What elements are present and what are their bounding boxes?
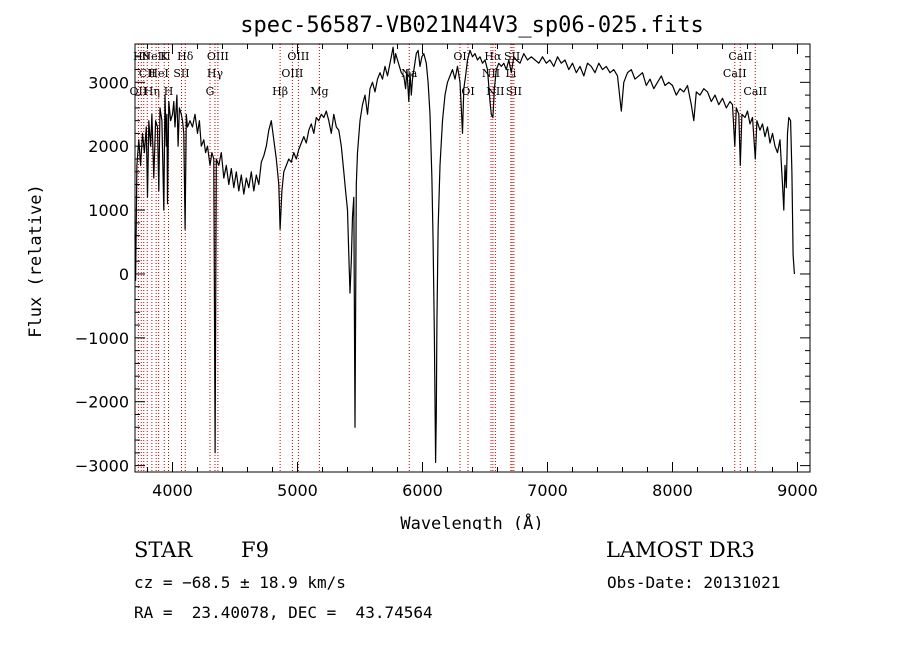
marker-label: Mg <box>310 85 328 98</box>
marker-label: CaII <box>743 85 767 98</box>
marker-label: SII <box>506 85 522 98</box>
x-tick-label: 7000 <box>527 481 568 500</box>
y-tick-label: −3000 <box>75 457 129 476</box>
y-tick-label: −2000 <box>75 393 129 412</box>
y-tick-label: 3000 <box>88 73 129 92</box>
x-tick-label: 6000 <box>402 481 443 500</box>
x-tick-label: 8000 <box>652 481 693 500</box>
y-tick-label: 1000 <box>88 201 129 220</box>
series-layer <box>134 46 795 463</box>
marker-label: CII <box>139 67 156 80</box>
y-tick-label: 0 <box>119 265 129 284</box>
y-axis: −3000 −2000 −1000 0 1000 2000 3000 <box>75 56 810 476</box>
marker-label: Hη <box>144 85 160 98</box>
subclass-label: F9 <box>241 538 269 562</box>
marker-label: OII <box>130 85 148 98</box>
coords-text: RA = 23.40078, DEC = 43.74564 <box>134 603 433 622</box>
marker-label: Hγ <box>207 67 224 80</box>
marker-label: NII <box>482 67 500 80</box>
x-axis: 4000 5000 6000 7000 8000 9000 <box>147 44 818 500</box>
marker-label: G <box>206 85 215 98</box>
x-tick-label: 5000 <box>277 481 318 500</box>
marker-label: CaII <box>723 67 747 80</box>
obs-date-text: Obs-Date: 20131021 <box>607 573 781 592</box>
marker-label: NeIII <box>142 50 171 63</box>
redshift-text: cz = −68.5 ± 18.9 km/s <box>134 573 346 592</box>
marker-label: Li <box>505 67 516 80</box>
class-label: STAR <box>134 538 193 562</box>
marker-label: OI <box>461 85 474 98</box>
marker-label: OI <box>453 50 466 63</box>
marker-label: SII <box>173 67 189 80</box>
marker-label: Hθ <box>133 50 150 63</box>
marker-label: H <box>164 85 174 98</box>
x-tick-label: 9000 <box>777 481 818 500</box>
y-tick-label: −1000 <box>75 329 129 348</box>
x-axis-label: Wavelength (Å) <box>400 512 543 530</box>
spectrum-series-line <box>134 46 795 463</box>
marker-label: NII <box>486 85 504 98</box>
y-axis-label: Flux (relative) <box>26 184 46 338</box>
survey-label: LAMOST DR3 <box>606 538 755 562</box>
marker-label: OIII <box>207 50 229 63</box>
y-tick-label: 2000 <box>88 137 129 156</box>
spectrum-chart: spec-56587-VB021N44V3_sp06-025.fits OIIH… <box>26 13 818 530</box>
marker-label: OIII <box>287 50 309 63</box>
marker-label: HeI <box>148 67 168 80</box>
chart-title: spec-56587-VB021N44V3_sp06-025.fits <box>240 13 704 38</box>
marker-label: K <box>160 50 169 63</box>
marker-label: CaII <box>728 50 752 63</box>
marker-label: Hα <box>484 50 502 63</box>
x-tick-label: 4000 <box>152 481 193 500</box>
marker-label: OIII <box>281 67 303 80</box>
marker-label: Hδ <box>177 50 194 63</box>
plot-frame <box>134 43 811 473</box>
line-markers: OII Hθ CII Hη NeIII HeI K H SII Hδ G Hγ OIII Hβ OIII OI… <box>130 44 767 472</box>
marker-label: Hβ <box>272 85 288 98</box>
